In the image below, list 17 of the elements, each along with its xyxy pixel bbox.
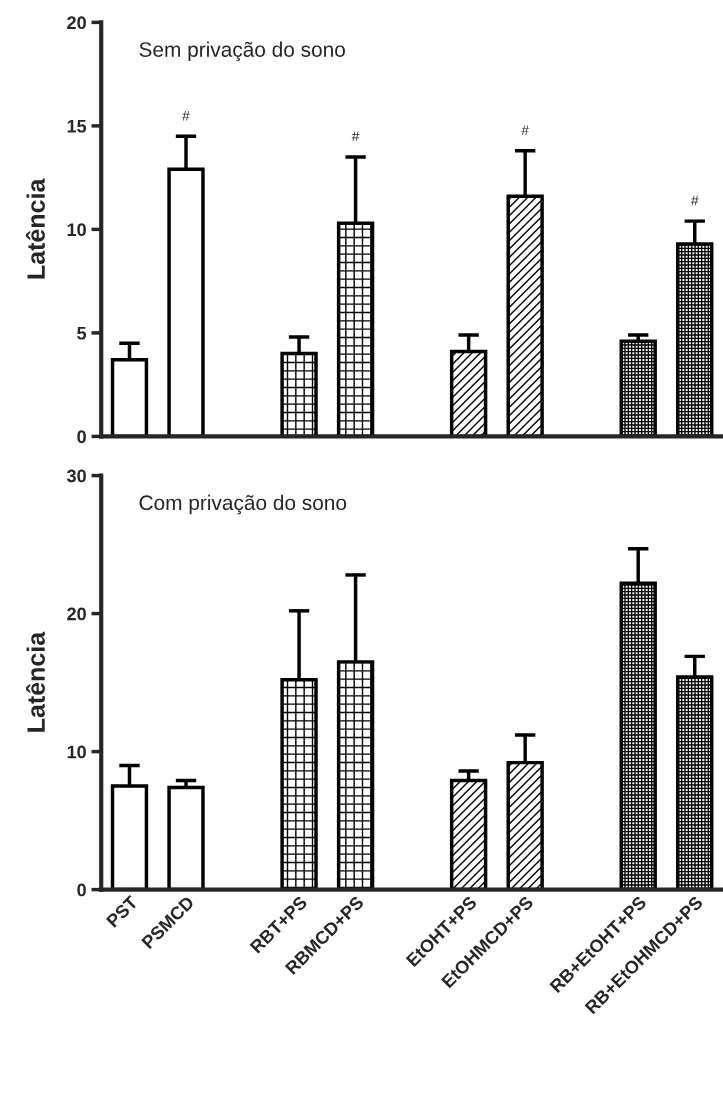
annotation: # [521, 125, 529, 135]
annotation: Com privação do sono [139, 494, 347, 515]
y-tick-label: 20 [67, 607, 86, 621]
annotation: Sem privação do sono [139, 41, 345, 62]
y-tick-label: 0 [77, 430, 86, 444]
y-tick-label: 15 [67, 120, 87, 133]
y-tick-label: 0 [77, 883, 86, 897]
annotation: # [690, 195, 699, 206]
y-tick-label: 10 [67, 223, 86, 237]
y-tick-label: 5 [77, 327, 87, 340]
y-axis-title: Latência [26, 631, 45, 732]
y-tick-label: 30 [66, 469, 86, 483]
y-axis-title: Latência [26, 178, 45, 279]
y-tick-label: 20 [67, 16, 86, 30]
y-tick-label: 10 [67, 745, 86, 759]
annotation: # [182, 110, 190, 121]
annotation: # [351, 131, 360, 142]
